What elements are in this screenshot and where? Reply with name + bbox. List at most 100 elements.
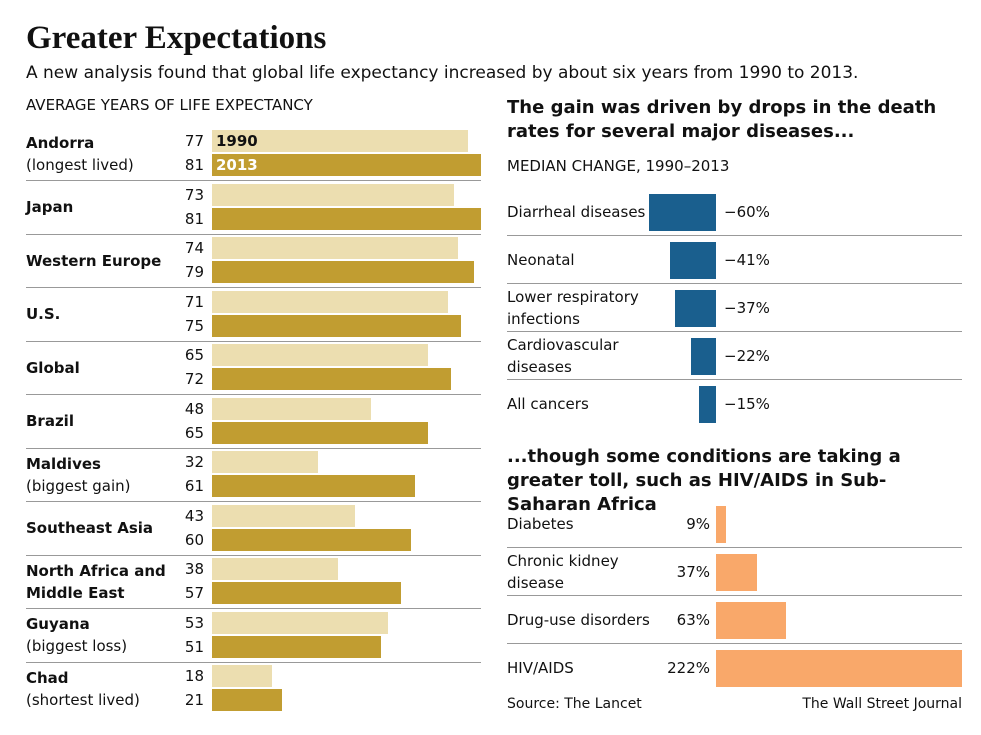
value-label: 81 [184,156,204,174]
category-name: Japan [26,198,74,217]
separator [26,394,481,395]
separator [26,661,481,663]
category-label: Cardiovascular diseases [507,336,619,376]
category-name: U.S. [26,305,61,324]
category-label: Brazil [26,396,176,448]
value-label: −41% [724,251,770,269]
value-label: −15% [724,395,770,413]
value-label: 48 [184,399,204,418]
value-label: 65 [184,346,204,364]
category-label: Diarrheal diseases [507,203,646,221]
value-label: 57 [184,584,204,602]
chart-title: ...though some conditions are taking a g… [507,446,901,515]
source: Source: The Lancet [507,696,642,712]
category-label: Lower respiratory infections [507,288,639,328]
bar [649,193,716,231]
category-note: (biggest loss) [26,637,128,656]
separator [26,608,481,609]
category-label: Global [26,342,176,394]
subtitle: A new analysis found that global life ex… [26,63,859,83]
separator [507,643,962,644]
category-name: Maldives [26,454,101,473]
value-label: 43 [184,506,204,525]
chart-subtitle: MEDIAN CHANGE, 1990–2013 [507,157,730,175]
category-name: Andorra [26,133,95,152]
separator [507,331,962,332]
bar [674,289,716,327]
legend-label: 2013 [216,156,258,174]
bar [212,611,388,634]
bar [212,689,282,711]
bar [212,665,272,687]
separator [26,180,481,181]
value-label: 74 [184,239,204,257]
category-label: Neonatal [507,251,575,269]
bar [212,207,481,230]
bar [212,421,428,444]
category-note: (longest lived) [26,155,134,174]
value-label: −37% [724,299,770,317]
value-label: 60 [184,530,204,549]
bar [212,635,382,658]
value-label: 73 [184,185,204,204]
category-label: Japan [26,182,176,234]
category-name: North Africa and Middle East [26,561,166,602]
bar [670,241,716,279]
category-note: (shortest lived) [26,690,140,709]
separator [26,233,481,235]
bar [691,337,716,375]
value-label: 32 [184,453,204,471]
category-label: Southeast Asia [26,503,176,555]
category-label: Andorra (longest lived) [26,128,176,180]
category-label: All cancers [507,395,589,413]
bar: 2013 [212,154,481,176]
separator [507,379,962,380]
value-label: 53 [184,613,204,632]
separator [507,235,962,236]
bar [212,558,339,580]
bar [212,397,372,420]
bar [716,649,962,687]
bar [212,183,455,206]
title: Greater Expectations [26,20,327,56]
bar [699,385,716,423]
category-label: Chronic kidney disease [507,552,619,592]
category-label: U.S. [26,289,176,341]
separator [26,447,481,449]
category-label: North Africa and Middle East [26,556,176,608]
value-label: 51 [184,637,204,656]
bar [212,290,448,313]
value-label: 75 [184,316,204,335]
value-label: 61 [184,477,204,495]
bar [212,344,428,366]
bar [716,601,786,639]
chart-subtitle: AVERAGE YEARS OF LIFE EXPECTANCY [26,96,313,114]
category-label: Chad (shortest lived) [26,663,176,715]
value-label: −60% [724,203,770,221]
category-name: Chad [26,668,69,687]
bar [716,553,757,591]
bar [212,261,475,283]
category-name: Guyana [26,615,90,634]
value-label: 71 [184,292,204,311]
category-label: HIV/AIDS [507,659,574,677]
bar [212,582,402,604]
value-label: 18 [184,667,204,685]
bar [212,314,462,337]
value-label: 222% [667,659,710,677]
category-label: Drug-use disorders [507,611,650,629]
bar [212,504,355,527]
bar: 1990 [212,130,468,152]
separator [26,340,481,342]
legend-label: 1990 [216,132,258,150]
value-label: 77 [184,132,204,150]
separator [507,283,962,284]
value-label: 72 [184,370,204,388]
category-label: Diabetes [507,515,574,533]
bar [212,528,412,551]
separator [26,554,481,556]
value-label: 63% [676,611,710,629]
category-label: Western Europe [26,235,176,287]
separator [507,595,962,596]
